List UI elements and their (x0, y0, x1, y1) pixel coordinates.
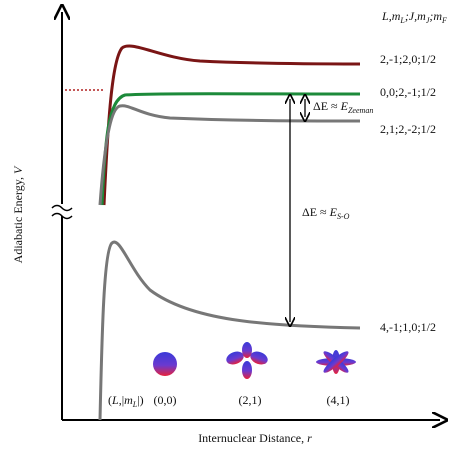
text-part: E (329, 205, 338, 219)
text-part: ,| (119, 393, 124, 407)
curve-label: 2,-1;2,0;1/2 (380, 52, 436, 66)
text-part: F (441, 16, 447, 25)
x-axis-label: Internuclear Distance, r (198, 431, 312, 445)
axis-break (51, 204, 73, 220)
curve (98, 104, 361, 206)
text-part: E (340, 99, 349, 113)
orbital-s (153, 352, 177, 376)
text-part: ΔE ≈ (313, 99, 341, 113)
spin-orbit-label: ΔE ≈ ES-O (302, 205, 350, 221)
axis-break-gap (55, 204, 71, 216)
text-part: Zeeman (348, 106, 373, 115)
orbital-g (316, 350, 356, 374)
orbital-d (226, 342, 268, 379)
text-part: ;J,m (405, 9, 426, 23)
y-axis-label: Adiabatic Energy, V (11, 165, 25, 263)
orbital-label: (0,0) (154, 393, 177, 407)
text-part: ;m (429, 9, 442, 23)
text-part: Adiabatic Energy, (11, 174, 25, 263)
text-part: ,m (389, 9, 401, 23)
text-part: ΔE ≈ (302, 205, 330, 219)
text-part: S-O (337, 212, 350, 221)
curve-label: 4,-1;1,0;1/2 (380, 320, 436, 334)
text-part: J (426, 16, 430, 25)
text-part: L (381, 9, 389, 23)
text-part: ( (108, 393, 112, 407)
text-part: L (132, 400, 138, 409)
curve (98, 240, 361, 421)
text-part: Internuclear Distance, (198, 431, 307, 445)
orbital-label: (2,1) (239, 393, 262, 407)
text-part: L (111, 393, 119, 407)
curve (102, 44, 361, 206)
text-part: V (11, 165, 25, 174)
text-part: L (399, 16, 405, 25)
text-part: r (307, 431, 312, 445)
orbital-key: (L,|mL|) (108, 393, 144, 409)
curve-label: 0,0;2,-1;1/2 (380, 85, 436, 99)
quantum-number-header: L,mL;J,mJ;mF (381, 9, 447, 25)
text-part: m (124, 393, 133, 407)
curve-label: 2,1;2,-2;1/2 (380, 122, 436, 136)
orbital-label: (4,1) (327, 393, 350, 407)
text-part: |) (137, 393, 143, 407)
zeeman-label: ΔE ≈ EZeeman (313, 99, 373, 115)
